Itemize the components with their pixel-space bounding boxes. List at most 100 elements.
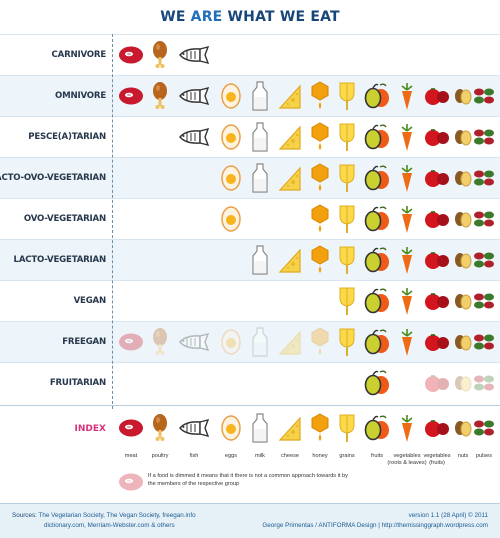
diet-label: VEGAN <box>73 296 107 306</box>
honey-icon <box>311 413 329 448</box>
vegetables-fruits-icon <box>424 250 450 275</box>
title-part-we: WE <box>160 9 191 25</box>
pulses-icon <box>473 127 495 152</box>
diet-row: OMNIVORE <box>0 75 500 116</box>
pulses-icon <box>473 291 495 316</box>
nuts-icon <box>453 125 473 154</box>
nuts-icon <box>453 166 473 195</box>
title-part-rest: WHAT WE EAT <box>222 9 340 25</box>
meat-icon <box>118 86 144 111</box>
sources-label: Sources: <box>12 512 37 519</box>
meat-icon <box>118 332 144 357</box>
page-title: WE ARE WHAT WE EAT <box>0 0 500 34</box>
nuts-icon <box>453 416 473 445</box>
vegetables-roots-icon <box>399 327 415 362</box>
vegetables-roots-icon <box>399 286 415 321</box>
index-caption: honey <box>312 453 328 459</box>
index-caption: grains <box>339 453 355 459</box>
sources: Sources: The Vegetarian Society, The Veg… <box>12 511 196 531</box>
milk-icon <box>252 81 268 116</box>
grains-icon <box>338 204 356 239</box>
vegetables-fruits-icon <box>424 332 450 357</box>
diet-label: OMNIVORE <box>55 91 106 101</box>
label-divider <box>112 34 113 409</box>
fruits-icon <box>364 123 390 156</box>
fruits-icon <box>364 328 390 361</box>
egg-icon <box>221 206 241 237</box>
vegetables-roots-icon <box>399 81 415 116</box>
meat-icon <box>118 45 144 70</box>
diet-row: PESCE(A)TARIAN <box>0 116 500 157</box>
honey-icon <box>311 163 329 198</box>
diet-row: FRUITARIAN <box>0 362 500 403</box>
nuts-icon <box>453 207 473 236</box>
index-label: INDEX <box>74 424 106 434</box>
diet-row: OVO-VEGETARIAN <box>0 198 500 239</box>
index-caption: pulses <box>475 453 493 459</box>
milk-icon <box>252 413 268 448</box>
fruits-icon <box>364 82 390 115</box>
index-caption: fish <box>189 453 199 459</box>
fruits-icon <box>364 246 390 279</box>
pulses-icon <box>473 332 495 357</box>
index-caption: eggs <box>224 453 238 459</box>
grains-icon <box>338 163 356 198</box>
cheese-icon <box>278 328 302 361</box>
honey-icon <box>311 81 329 116</box>
honey-icon <box>311 245 329 280</box>
index-caption: poultry <box>151 453 169 459</box>
grains-icon <box>338 286 356 321</box>
nuts-icon <box>453 84 473 113</box>
dimmed-note: If a food is dimmed it means that it the… <box>148 473 348 487</box>
cheese-icon <box>278 246 302 279</box>
pulses-icon <box>473 250 495 275</box>
vegetables-fruits-icon <box>424 168 450 193</box>
vegetables-roots-icon <box>399 204 415 239</box>
fish-icon <box>178 127 210 151</box>
pulses-icon <box>473 209 495 234</box>
egg-icon <box>221 83 241 114</box>
index-caption: fruits <box>370 453 384 459</box>
credit-text: George Primentas / ANTIFORMA Design | ht… <box>262 522 488 529</box>
vegetables-fruits-icon <box>424 86 450 111</box>
index-section: INDEX If a food is dimmed it means that … <box>0 405 500 501</box>
credits: version 1.1 (28 April) © 2011 George Pri… <box>262 511 488 531</box>
diet-row: FREEGAN <box>0 321 500 362</box>
poultry-icon <box>152 40 168 75</box>
vegetables-roots-icon <box>399 122 415 157</box>
diet-row: VEGAN <box>0 280 500 321</box>
fruits-icon <box>364 414 390 447</box>
cheese-icon <box>278 82 302 115</box>
fish-icon <box>178 418 210 442</box>
nuts-icon <box>453 248 473 277</box>
vegetables-roots-icon <box>399 245 415 280</box>
nuts-icon <box>453 289 473 318</box>
grains-icon <box>338 413 356 448</box>
vegetables-fruits-icon <box>424 291 450 316</box>
honey-icon <box>311 327 329 362</box>
egg-icon <box>221 415 241 446</box>
vegetables-fruits-icon <box>424 373 450 398</box>
fish-icon <box>178 332 210 356</box>
pulses-icon <box>473 86 495 111</box>
index-caption: cheese <box>280 453 300 459</box>
pulses-icon <box>473 373 495 398</box>
title-part-are: ARE <box>190 9 223 25</box>
sources-line-1: The Vegetarian Society, The Vegan Societ… <box>38 512 196 519</box>
egg-icon <box>221 124 241 155</box>
honey-icon <box>311 122 329 157</box>
sources-line-2: dictionary.com, Merriam-Webster.com & ot… <box>44 522 175 529</box>
diet-label: CARNIVORE <box>51 50 107 60</box>
vegetables-roots-icon <box>399 163 415 198</box>
cheese-icon <box>278 414 302 447</box>
vegetables-fruits-icon <box>424 418 450 443</box>
vegetables-fruits-icon <box>424 209 450 234</box>
grains-icon <box>338 327 356 362</box>
diet-label: PESCE(A)TARIAN <box>28 132 106 142</box>
meat-icon <box>118 418 144 443</box>
poultry-icon <box>152 327 168 362</box>
milk-icon <box>252 327 268 362</box>
milk-icon <box>252 163 268 198</box>
diet-label: FRUITARIAN <box>49 378 106 388</box>
grains-icon <box>338 81 356 116</box>
